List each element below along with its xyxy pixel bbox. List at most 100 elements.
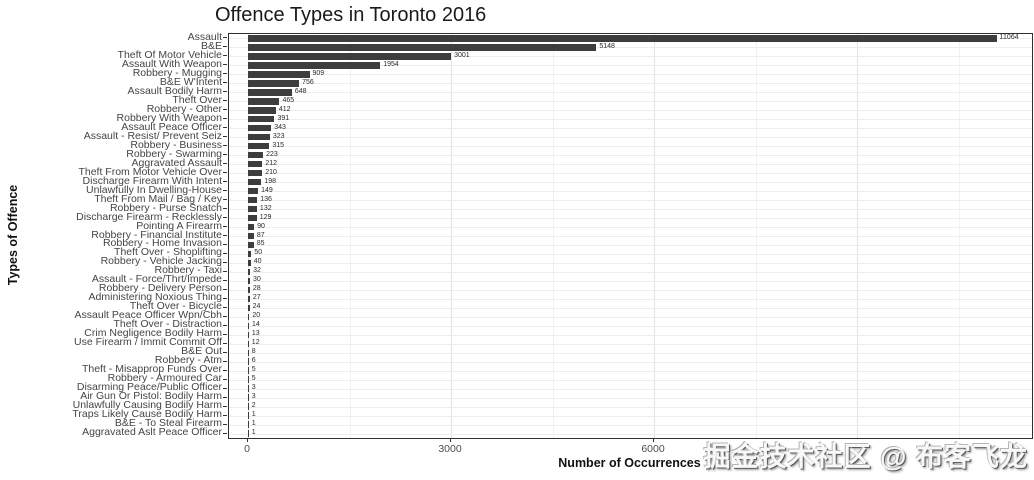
row-gridline bbox=[229, 173, 1032, 175]
y-axis-label: Discharge Firearm - Recklessly bbox=[76, 210, 222, 223]
y-tick bbox=[223, 118, 227, 120]
bar-value-label: 5 bbox=[251, 366, 256, 374]
row-gridline bbox=[229, 271, 1032, 273]
row-gridline bbox=[229, 146, 1032, 148]
bar bbox=[248, 125, 272, 132]
y-axis-label: Crim Negligence Bodily Harm bbox=[84, 327, 222, 340]
y-axis-label: Theft Over - Distraction bbox=[113, 318, 222, 331]
bar-value-label: 5148 bbox=[599, 42, 615, 50]
bar bbox=[248, 403, 249, 410]
x-tick-label: 6000 bbox=[641, 443, 665, 455]
bar-value-label: 28 bbox=[252, 285, 261, 293]
bar-value-label: 149 bbox=[261, 186, 273, 194]
y-axis-label: Assault - Resist/ Prevent Seiz bbox=[83, 129, 222, 142]
x-axis: 0 3000 6000 bbox=[0, 438, 1034, 458]
row-gridline bbox=[229, 253, 1032, 255]
bar-value-label: 323 bbox=[272, 132, 285, 140]
bar-value-label: 90 bbox=[257, 222, 265, 230]
y-axis-label: Robbery - Mugging bbox=[132, 66, 222, 79]
y-tick bbox=[223, 37, 227, 39]
y-tick bbox=[223, 333, 227, 335]
bar bbox=[248, 116, 275, 123]
y-tick bbox=[223, 261, 227, 263]
bar bbox=[248, 295, 250, 303]
bar bbox=[248, 107, 276, 114]
row-gridline bbox=[229, 101, 1032, 103]
y-axis-label: Aggravated Assault bbox=[131, 156, 222, 169]
row-gridline bbox=[229, 433, 1032, 435]
bar bbox=[248, 412, 249, 419]
y-tick bbox=[223, 324, 227, 326]
y-axis-label: Assault With Weapon bbox=[121, 57, 222, 70]
y-axis-label: Theft - Misapprop Funds Over bbox=[81, 363, 222, 376]
bar bbox=[248, 53, 452, 60]
x-tick bbox=[652, 438, 654, 442]
bar-value-label: 756 bbox=[302, 78, 314, 86]
bar-value-label: 136 bbox=[260, 195, 272, 203]
y-tick bbox=[223, 127, 227, 129]
y-axis-label: Theft Over - Bicycle bbox=[129, 300, 222, 313]
row-gridline bbox=[229, 262, 1032, 264]
y-tick bbox=[223, 288, 227, 290]
y-axis-label: Theft Of Motor Vehicle bbox=[117, 48, 222, 61]
y-axis-label: B&E W'Intent bbox=[159, 75, 222, 88]
bar bbox=[248, 250, 252, 258]
row-gridline bbox=[229, 182, 1032, 184]
bar-value-label: 6 bbox=[251, 357, 256, 365]
bar bbox=[248, 169, 263, 177]
bar bbox=[248, 322, 249, 329]
bar bbox=[248, 143, 270, 150]
y-axis-labels: Assault B&E Theft Of Motor Vehicle Assault … bbox=[0, 32, 222, 437]
y-tick bbox=[223, 405, 227, 407]
row-gridline bbox=[229, 209, 1032, 211]
y-tick bbox=[223, 208, 227, 210]
bar bbox=[248, 304, 250, 311]
row-gridline bbox=[229, 334, 1032, 336]
row-gridline bbox=[229, 164, 1032, 166]
y-axis-label: Robbery - Purse Snatch bbox=[109, 201, 222, 214]
bar-value-label: 210 bbox=[265, 168, 277, 176]
bar bbox=[248, 268, 251, 276]
y-tick bbox=[223, 199, 227, 201]
y-axis-label: Assault Bodily Harm bbox=[127, 84, 222, 97]
bar bbox=[248, 89, 292, 96]
bar bbox=[248, 62, 381, 69]
row-gridline bbox=[229, 74, 1032, 76]
y-tick bbox=[223, 252, 227, 254]
bar bbox=[248, 286, 250, 294]
y-tick bbox=[223, 306, 227, 308]
y-tick bbox=[223, 351, 227, 353]
row-gridline bbox=[229, 361, 1032, 363]
y-tick bbox=[223, 243, 227, 245]
bar bbox=[248, 187, 259, 195]
chart-title: Offence Types in Toronto 2016 bbox=[215, 4, 487, 26]
y-tick bbox=[223, 342, 227, 344]
bar-value-label: 8 bbox=[251, 348, 256, 356]
y-tick bbox=[223, 378, 227, 380]
watermark: 掘金技术社区 @ 布客飞龙 bbox=[703, 442, 1028, 472]
y-axis-label: Robbery - Business bbox=[130, 138, 222, 151]
y-axis-label: Theft Over bbox=[172, 93, 222, 106]
y-tick bbox=[223, 154, 227, 156]
y-tick bbox=[223, 387, 227, 389]
bar-value-label: 1 bbox=[251, 429, 256, 437]
bar bbox=[248, 134, 270, 141]
y-tick bbox=[223, 190, 227, 192]
bar-value-label: 343 bbox=[274, 123, 286, 131]
row-gridline bbox=[229, 137, 1032, 139]
row-gridline bbox=[229, 379, 1032, 381]
row-gridline bbox=[229, 155, 1032, 157]
row-gridline bbox=[229, 92, 1032, 94]
row-gridline bbox=[229, 244, 1032, 246]
bar-value-label: 3 bbox=[251, 384, 256, 392]
y-tick bbox=[223, 46, 227, 48]
bar bbox=[248, 340, 249, 347]
y-axis-label: Air Gun Or Pistol: Bodily Harm bbox=[80, 390, 222, 403]
y-tick bbox=[223, 414, 227, 416]
bar-value-label: 14 bbox=[251, 321, 260, 329]
y-axis-label: Theft Over - Shoplifting bbox=[114, 246, 222, 259]
bar-value-label: 12 bbox=[251, 339, 260, 347]
bar bbox=[248, 313, 250, 320]
bar-value-label: 1 bbox=[251, 420, 256, 428]
x-axis-title: Number of Occurrences bbox=[558, 456, 701, 470]
